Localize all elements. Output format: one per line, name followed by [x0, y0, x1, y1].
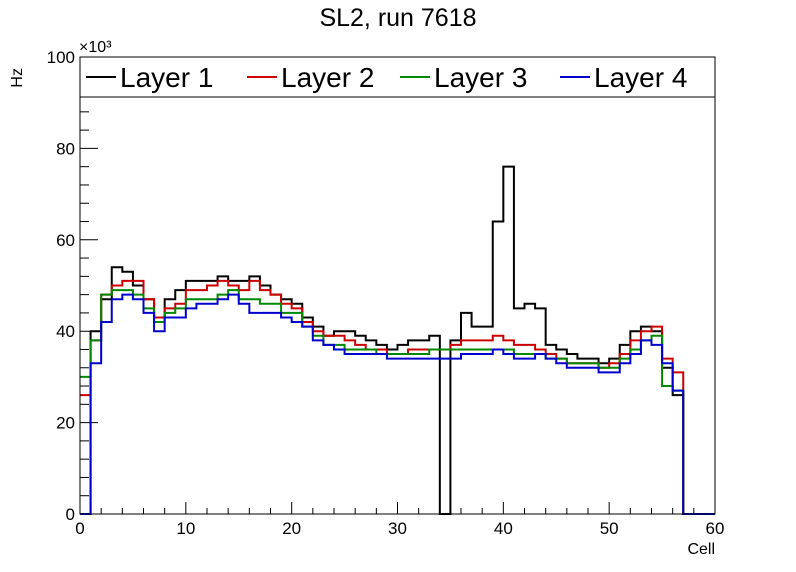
tick-labels: 0 10 20 30 40 50 60 0 20 40 60 80 100	[47, 48, 725, 538]
x-axis-label: Cell	[687, 541, 715, 558]
legend-box	[79, 56, 716, 98]
series-line-layer-2	[80, 279, 715, 515]
y-tick-label: 20	[56, 414, 75, 433]
y-tick-label: 60	[56, 231, 75, 250]
y-tick-label: 0	[66, 505, 75, 524]
series-line-layer-3	[80, 289, 715, 515]
x-tick-label: 40	[494, 519, 513, 538]
legend-label-layer-1: Layer 1	[120, 62, 213, 93]
legend-label-layer-3: Layer 3	[434, 62, 527, 93]
y-tick-label: 40	[56, 322, 75, 341]
axis-ticks	[79, 56, 716, 515]
x-tick-label: 30	[388, 519, 407, 538]
x-tick-label: 50	[600, 519, 619, 538]
legend-label-layer-4: Layer 4	[594, 62, 687, 93]
series-line-layer-4	[80, 293, 715, 515]
y-tick-label: 80	[56, 139, 75, 158]
x-tick-label: 60	[706, 519, 725, 538]
y-exponent-label: ×10³	[79, 39, 112, 56]
chart-title: SL2, run 7618	[319, 4, 477, 32]
y-tick-label: 100	[47, 48, 75, 67]
x-tick-label: 20	[282, 519, 301, 538]
series-line-layer-1	[80, 165, 715, 515]
series-layer	[80, 165, 715, 515]
legend: Layer 1 Layer 2 Layer 3 Layer 4	[79, 56, 716, 98]
legend-label-layer-2: Layer 2	[281, 62, 374, 93]
y-axis-label: Hz	[9, 68, 26, 88]
plot-frame	[79, 56, 716, 515]
x-tick-label: 0	[75, 519, 84, 538]
x-tick-label: 10	[176, 519, 195, 538]
